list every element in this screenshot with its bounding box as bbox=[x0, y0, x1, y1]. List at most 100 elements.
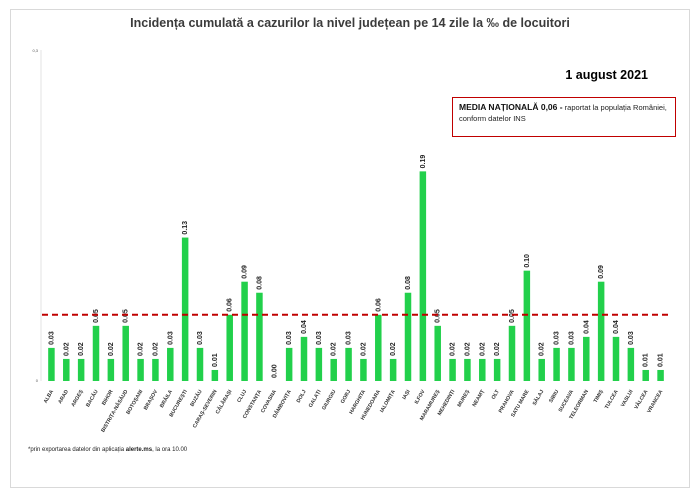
national-average-box: MEDIA NAȚIONALĂ 0,06 - raportat la popul… bbox=[452, 97, 676, 137]
data-label: 0.02 bbox=[479, 342, 486, 356]
data-label: 0.08 bbox=[405, 276, 412, 290]
bar bbox=[627, 347, 635, 381]
bar bbox=[330, 358, 337, 381]
category-tick-label: BRAȘOV bbox=[143, 389, 160, 412]
y-tick-label: 0 bbox=[36, 378, 39, 383]
bar bbox=[211, 369, 219, 381]
data-label: 0.06 bbox=[227, 298, 234, 312]
category-tick-label: MUREȘ bbox=[457, 389, 472, 409]
data-label: 0.03 bbox=[628, 331, 635, 345]
y-tick-label: 0,3 bbox=[32, 48, 38, 53]
category-tick-label: VASLUI bbox=[620, 389, 635, 409]
data-label: 0.03 bbox=[197, 331, 204, 345]
data-label: 0.04 bbox=[301, 320, 308, 334]
bar bbox=[479, 358, 486, 381]
bar bbox=[77, 358, 85, 381]
bar bbox=[597, 281, 605, 381]
data-label: 0.03 bbox=[167, 331, 174, 345]
category-tick-label: BACĂU bbox=[84, 388, 100, 408]
data-label: 0.09 bbox=[598, 265, 605, 279]
data-label: 0.02 bbox=[360, 342, 367, 356]
data-label: 0.02 bbox=[152, 342, 159, 356]
footnote-suffix: , la ora 10.00 bbox=[152, 447, 188, 453]
category-tick-label: CLUJ bbox=[236, 389, 248, 404]
category-tick-label: DOLJ bbox=[296, 389, 308, 404]
bar bbox=[300, 336, 308, 381]
data-label: 0.02 bbox=[450, 342, 457, 356]
data-label: 0.01 bbox=[658, 353, 665, 367]
data-label: 0.03 bbox=[286, 331, 293, 345]
category-tick-label: ARGEȘ bbox=[70, 389, 85, 408]
bar bbox=[553, 347, 560, 381]
chart-date: 1 august 2021 bbox=[565, 68, 648, 82]
category-tick-label: IAȘI bbox=[401, 389, 412, 401]
category-tick-label: NEAMȚ bbox=[472, 388, 487, 408]
data-label: 0.02 bbox=[63, 342, 70, 356]
bar bbox=[568, 347, 575, 381]
data-label: 0.05 bbox=[123, 309, 130, 323]
category-tick-label: TIMIȘ bbox=[593, 389, 605, 404]
bar bbox=[389, 358, 397, 381]
bar bbox=[493, 358, 501, 381]
national-average-source: conform datelor INS bbox=[459, 114, 526, 123]
bar bbox=[360, 358, 367, 381]
category-tick-label: TULCEA bbox=[604, 389, 620, 410]
bar bbox=[419, 171, 427, 381]
category-tick-label: IALOMIȚA bbox=[379, 389, 397, 414]
data-label: 0.05 bbox=[435, 309, 442, 323]
footnote: *prin exportarea datelor din aplicația a… bbox=[28, 447, 187, 453]
data-label: 0.09 bbox=[242, 265, 249, 279]
data-label: 0.02 bbox=[78, 342, 85, 356]
category-tick-label: ARAD bbox=[57, 389, 70, 405]
bar bbox=[181, 237, 189, 381]
data-label: 0.02 bbox=[108, 342, 115, 356]
bar bbox=[137, 358, 144, 381]
bar bbox=[167, 347, 174, 381]
data-label: 0.06 bbox=[375, 298, 382, 312]
category-tick-label: BIHOR bbox=[101, 389, 115, 407]
bar bbox=[404, 292, 412, 381]
category-tick-label: ILFOV bbox=[414, 389, 427, 406]
data-label: 0.02 bbox=[464, 342, 471, 356]
bar bbox=[449, 358, 456, 381]
bar bbox=[434, 325, 441, 381]
bar bbox=[92, 325, 100, 381]
bar bbox=[345, 347, 352, 381]
data-label: 0.04 bbox=[583, 320, 590, 334]
bar bbox=[657, 369, 664, 381]
footnote-prefix: *prin exportarea datelor din aplicația bbox=[28, 447, 126, 453]
bar bbox=[375, 314, 382, 381]
data-label: 0.03 bbox=[316, 331, 323, 345]
data-label: 0.03 bbox=[346, 331, 353, 345]
category-tick-label: VÂLCEA bbox=[633, 388, 650, 410]
data-label: 0.05 bbox=[93, 309, 100, 323]
data-label: 0.05 bbox=[509, 309, 516, 323]
category-tick-label: BISTRIȚA-NĂSĂUD bbox=[99, 388, 129, 433]
bar bbox=[241, 281, 248, 381]
category-tick-label: OLT bbox=[491, 388, 502, 400]
data-label: 0.02 bbox=[494, 342, 501, 356]
chart-title: Incidența cumulată a cazurilor la nivel … bbox=[130, 16, 570, 30]
bar bbox=[612, 336, 620, 381]
national-average-text: raportat la populația României, bbox=[562, 103, 667, 112]
data-label: 0.03 bbox=[568, 331, 575, 345]
data-label: 0.00 bbox=[271, 364, 278, 378]
data-label: 0.02 bbox=[138, 342, 145, 356]
bar bbox=[152, 358, 159, 381]
chart-frame bbox=[10, 9, 690, 488]
bar bbox=[107, 358, 115, 381]
bar bbox=[196, 347, 204, 381]
data-label: 0.03 bbox=[48, 331, 55, 345]
data-label: 0.13 bbox=[182, 221, 189, 235]
bar bbox=[315, 347, 323, 381]
category-tick-label: BUZĂU bbox=[189, 388, 204, 407]
national-average-label: MEDIA NAȚIONALĂ 0,06 - bbox=[459, 102, 563, 112]
bar bbox=[48, 347, 55, 381]
data-label: 0.19 bbox=[420, 155, 427, 169]
data-label: 0.02 bbox=[331, 342, 338, 356]
data-label: 0.02 bbox=[539, 342, 546, 356]
category-tick-label: SĂLAJ bbox=[531, 388, 546, 406]
bar bbox=[523, 270, 531, 381]
bar bbox=[538, 358, 545, 381]
